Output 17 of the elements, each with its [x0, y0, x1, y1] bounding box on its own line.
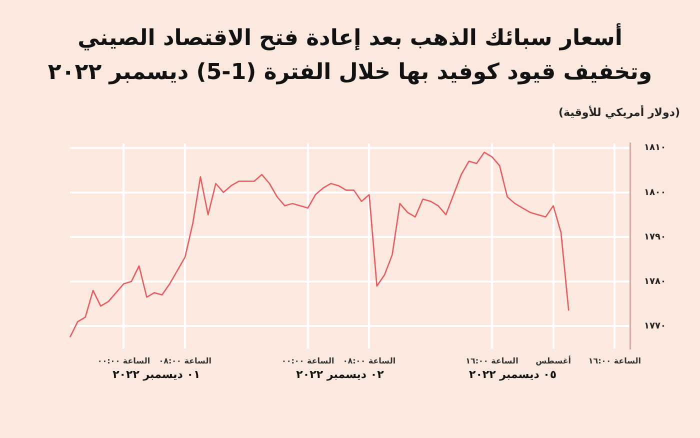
- x-tick-label: الساعة ٠٠:٠٠: [281, 356, 334, 366]
- y-tick-label: ١٨٠٠: [644, 188, 666, 198]
- x-tick-label: الساعة ٠٨:٠٠: [158, 356, 212, 366]
- x-tick-label: الساعة ١٦:٠٠: [588, 356, 642, 366]
- y-tick-label: ١٧٧٠: [644, 321, 666, 332]
- y-tick-label: ١٨١٠: [644, 143, 666, 154]
- y-tick-label: ١٧٩٠: [644, 232, 666, 242]
- chart-title: أسعار سبائك الذهب بعد إعادة فتح الاقتصاد الصيني وتخفيف قيود كوفيد بها خلال الفترة (1-5) ديسمبر ٢٠٢٢: [46, 22, 654, 87]
- text: ٠٢ ديسمبر ٢٠٢٢: [296, 368, 384, 381]
- x-tick-label: الساعة ٠٠:٠٠: [97, 356, 150, 366]
- text: ٠١ ديسمبر ٢٠٢٢: [112, 368, 200, 381]
- y-axis-title: (دولار أمريكي للأوقية): [558, 106, 680, 119]
- x-tick-label: الساعة ١٦:٠٠: [466, 356, 519, 366]
- text: ٠٥ ديسمبر ٢٠٢٢: [468, 368, 557, 381]
- y-tick-label: ١٧٨٠: [644, 276, 666, 287]
- x-tick-label: أغسطس: [536, 355, 572, 366]
- x-tick-label: الساعة ٠٨:٠٠: [342, 356, 396, 366]
